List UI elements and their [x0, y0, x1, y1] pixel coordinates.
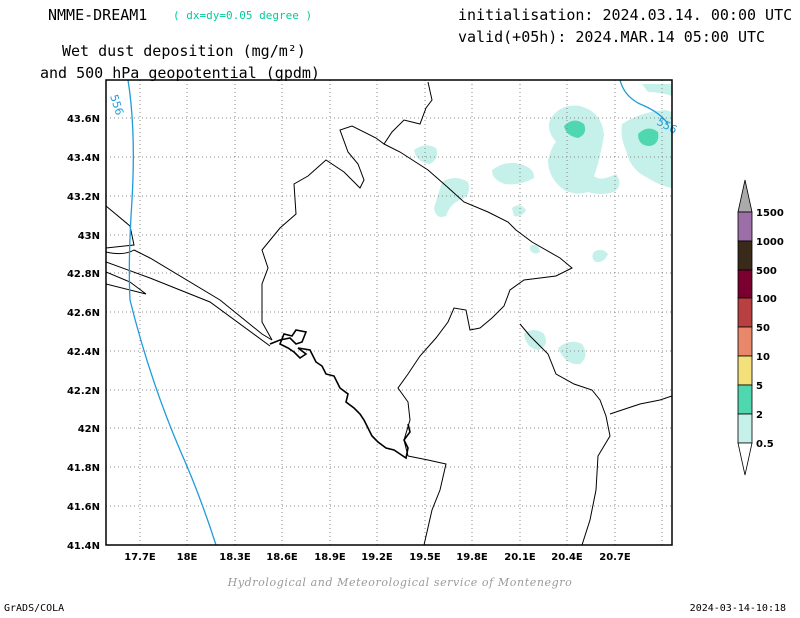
- border-line: [407, 455, 447, 545]
- border-line: [609, 395, 672, 415]
- legend-label: 10: [756, 352, 770, 363]
- lon-label: 19.2E: [361, 552, 393, 563]
- border-line: [261, 81, 433, 341]
- lat-label: 43.4N: [67, 153, 100, 164]
- coastline-path: [269, 329, 411, 460]
- dust-area: [414, 145, 438, 164]
- lat-label: 43.2N: [67, 192, 100, 203]
- lat-label: 41.8N: [67, 463, 100, 474]
- dust-area: [564, 120, 586, 138]
- lat-label: 42N: [78, 424, 100, 435]
- latitude-axis: 43.6N 43.4N 43.2N 43N 42.8N 42.6N 42.4N …: [67, 114, 100, 552]
- dust-area: [434, 178, 469, 217]
- legend-swatch: [737, 297, 753, 328]
- legend-label: 500: [756, 266, 777, 277]
- lat-label: 42.2N: [67, 386, 100, 397]
- dust-area: [558, 341, 586, 365]
- lon-label: 19.8E: [456, 552, 488, 563]
- country-borders: [106, 81, 672, 545]
- lat-label: 43N: [78, 231, 100, 242]
- dust-area: [621, 110, 672, 188]
- plot-frame: [105, 79, 673, 546]
- legend-label: 5: [756, 381, 763, 392]
- legend-label: 0.5: [756, 439, 774, 450]
- lat-label: 41.4N: [67, 541, 100, 552]
- border-line: [519, 323, 611, 545]
- montenegro-coastline: [269, 329, 411, 460]
- border-line: [106, 205, 135, 249]
- lon-label: 18.6E: [266, 552, 298, 563]
- lat-label: 43.6N: [67, 114, 100, 125]
- lon-label: 20.7E: [599, 552, 631, 563]
- legend-arrow-top: [737, 179, 753, 213]
- legend-swatch: [737, 384, 753, 415]
- lon-label: 18.9E: [314, 552, 346, 563]
- lon-label: 20.4E: [551, 552, 583, 563]
- lon-label: 17.7E: [124, 552, 156, 563]
- dust-area: [638, 128, 659, 146]
- lon-label: 20.1E: [504, 552, 536, 563]
- initialisation-time: initialisation: 2024.03.14. 00:00 UTC: [458, 6, 793, 24]
- lat-label: 42.6N: [67, 308, 100, 319]
- dust-area: [548, 105, 620, 194]
- legend-swatch: [737, 326, 753, 357]
- lat-label: 41.6N: [67, 502, 100, 513]
- dust-area: [592, 249, 608, 263]
- dust-area: [512, 205, 526, 217]
- geopotential-contour-556-west: [127, 80, 217, 545]
- lon-label: 19.5E: [409, 552, 441, 563]
- software-credit: GrADS/COLA: [4, 603, 65, 614]
- model-resolution: ( dx=dy=0.05 degree ): [173, 9, 313, 22]
- map-title-line1: Wet dust deposition (mg/m²): [62, 42, 306, 60]
- map-title-line2: and 500 hPa geopotential (gpdm): [40, 64, 320, 82]
- dust-area: [642, 84, 672, 96]
- dust-area: [492, 162, 535, 185]
- dust-deposition-shading: [414, 84, 672, 365]
- render-timestamp: 2024-03-14-10:18: [689, 603, 786, 614]
- legend-swatch: [737, 269, 753, 299]
- legend-label: 50: [756, 323, 770, 334]
- legend-swatch: [737, 240, 753, 271]
- color-legend: 1500 1000 500 100 50 10 5 2 0.5: [737, 179, 784, 476]
- legend-arrow-bottom: [737, 442, 753, 476]
- legend-label: 2: [756, 410, 763, 421]
- legend-label: 1000: [756, 237, 784, 248]
- legend-label: 100: [756, 294, 777, 305]
- legend-label: 1500: [756, 208, 784, 219]
- coastline: [106, 261, 271, 347]
- border-line: [383, 143, 573, 457]
- valid-time: valid(+05h): 2024.MAR.14 05:00 UTC: [458, 28, 766, 46]
- lon-label: 18E: [177, 552, 198, 563]
- legend-swatch: [737, 211, 753, 242]
- geopotential-contours: [127, 80, 669, 545]
- model-name: NMME-DREAM1: [48, 6, 148, 24]
- contour-label-556-west: 556: [107, 93, 126, 117]
- dust-area: [530, 244, 540, 254]
- agency-credit: Hydrological and Meteorological service …: [227, 576, 573, 589]
- coastline: [106, 271, 147, 295]
- legend-swatch: [737, 355, 753, 386]
- border-line: [106, 249, 273, 341]
- lat-label: 42.8N: [67, 269, 100, 280]
- legend-swatch: [737, 413, 753, 444]
- geopotential-contour-556-east: [619, 80, 669, 125]
- longitude-axis: 17.7E 18E 18.3E 18.6E 18.9E 19.2E 19.5E …: [124, 552, 631, 563]
- lat-label: 42.4N: [67, 347, 100, 358]
- lon-label: 18.3E: [219, 552, 251, 563]
